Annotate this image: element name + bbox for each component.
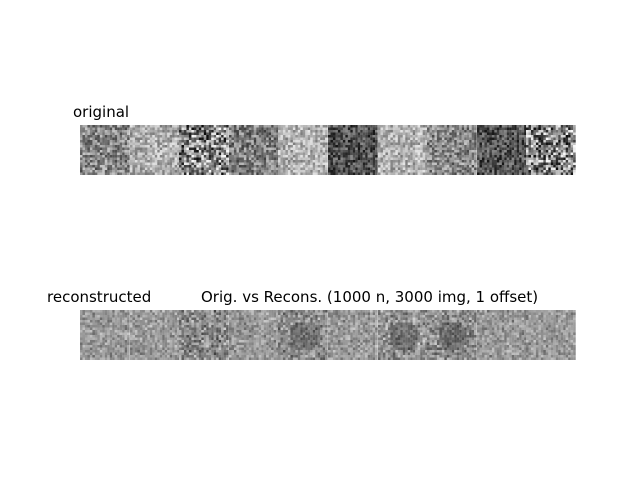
- reconstructed-row-label: reconstructed: [47, 288, 152, 306]
- original-image-tile-10: [526, 125, 576, 175]
- reconstructed-image-tile-6: [327, 310, 378, 360]
- reconstructed-image-tile-5: [278, 310, 328, 360]
- reconstructed-image-tile-2: [129, 310, 180, 360]
- reconstructed-image-tile-7: [377, 310, 428, 360]
- original-image-tile-2: [129, 125, 180, 175]
- reconstructed-image-tile-9: [476, 310, 527, 360]
- original-row-label: original: [73, 103, 130, 121]
- reconstructed-image-tile-8: [427, 310, 477, 360]
- original-image-tile-8: [427, 125, 477, 175]
- reconstructed-image-tile-4: [228, 310, 279, 360]
- original-image-tile-7: [377, 125, 428, 175]
- reconstructed-image-tile-3: [179, 310, 229, 360]
- figure-title: Orig. vs Recons. (1000 n, 3000 img, 1 of…: [201, 288, 539, 306]
- original-image-tile-4: [228, 125, 279, 175]
- reconstructed-image-tile-10: [526, 310, 576, 360]
- original-image-strip: [80, 125, 576, 175]
- reconstructed-image-strip: [80, 310, 576, 360]
- original-image-tile-6: [327, 125, 378, 175]
- original-image-tile-9: [476, 125, 527, 175]
- original-image-tile-5: [278, 125, 328, 175]
- original-image-tile-3: [179, 125, 229, 175]
- original-image-tile-1: [80, 125, 130, 175]
- reconstructed-image-tile-1: [80, 310, 130, 360]
